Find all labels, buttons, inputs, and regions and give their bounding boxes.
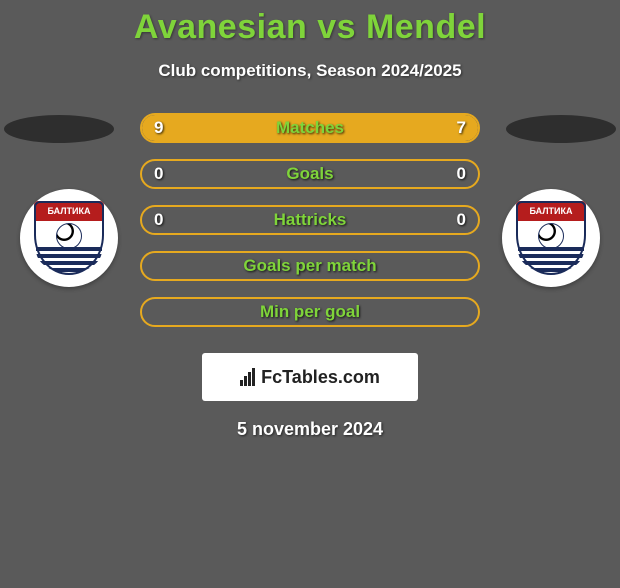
stat-value-left: 9 bbox=[154, 118, 163, 138]
brand-text: FcTables.com bbox=[261, 367, 380, 388]
stat-row: Min per goal bbox=[140, 297, 480, 327]
bar-chart-icon bbox=[240, 368, 255, 386]
stat-value-right: 7 bbox=[457, 118, 466, 138]
subtitle: Club competitions, Season 2024/2025 bbox=[0, 61, 620, 81]
club-logo-left: БАЛТИКА bbox=[20, 189, 118, 287]
stat-label: Goals per match bbox=[243, 256, 376, 276]
brand-box: FcTables.com bbox=[202, 353, 418, 401]
page-title: Avanesian vs Mendel bbox=[0, 8, 620, 47]
stat-label: Hattricks bbox=[274, 210, 347, 230]
stat-value-left: 0 bbox=[154, 164, 163, 184]
date-text: 5 november 2024 bbox=[0, 419, 620, 440]
decor-ellipse-left bbox=[4, 115, 114, 143]
stat-label: Matches bbox=[276, 118, 344, 138]
stat-value-right: 0 bbox=[457, 210, 466, 230]
stat-value-left: 0 bbox=[154, 210, 163, 230]
stat-row: Goals per match bbox=[140, 251, 480, 281]
stat-row: 9 7 Matches bbox=[140, 113, 480, 143]
stat-value-right: 0 bbox=[457, 164, 466, 184]
stat-row: 0 0 Goals bbox=[140, 159, 480, 189]
club-name-left: БАЛТИКА bbox=[34, 201, 104, 221]
stat-label: Min per goal bbox=[260, 302, 360, 322]
stat-label: Goals bbox=[286, 164, 333, 184]
comparison-area: БАЛТИКА БАЛТИКА 9 7 Matches 0 0 Goals 0 0 Hattri… bbox=[0, 113, 620, 343]
club-logo-right: БАЛТИКА bbox=[502, 189, 600, 287]
stat-row: 0 0 Hattricks bbox=[140, 205, 480, 235]
club-name-right: БАЛТИКА bbox=[516, 201, 586, 221]
decor-ellipse-right bbox=[506, 115, 616, 143]
stat-rows: 9 7 Matches 0 0 Goals 0 0 Hattricks Goals per mat… bbox=[140, 113, 480, 343]
